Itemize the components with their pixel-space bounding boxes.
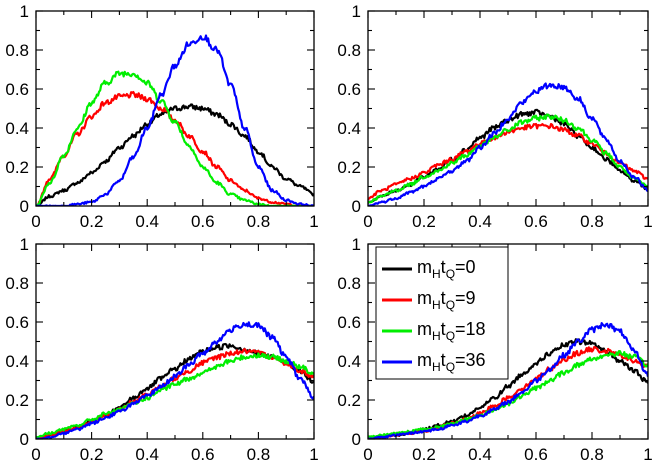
legend-label-subscript: H <box>432 298 441 312</box>
y-tick-label: 0.4 <box>337 352 361 371</box>
panel-1: 0 0.2 0.4 0.6 0.8 1 0 0.2 0.4 0.6 0.8 1 <box>5 2 318 231</box>
y-tick-label: 1 <box>352 235 361 254</box>
legend-label-part: =0 <box>455 257 476 277</box>
y-tick-label: 0.8 <box>337 41 361 60</box>
legend-label-subscript: Q <box>446 267 455 281</box>
y-tick-label: 0 <box>20 197 29 216</box>
y-tick-label: 0.6 <box>337 313 361 332</box>
x-tick-label: 0.2 <box>412 212 436 231</box>
legend-label-part: m <box>417 288 432 308</box>
y-tick-label: 0.6 <box>5 80 29 99</box>
y-tick-label: 1 <box>20 2 29 21</box>
y-tick-label: 1 <box>20 235 29 254</box>
legend-label-mHtQ-36: mHtQ=36 <box>417 350 486 374</box>
y-tick-label: 0.2 <box>337 158 361 177</box>
panel-frame <box>35 10 315 207</box>
x-tick-label: 0.8 <box>580 212 604 231</box>
y-tick-label: 0.4 <box>337 119 361 138</box>
series-line-mHtQ-36 <box>36 321 314 439</box>
legend-label-subscript: Q <box>446 298 455 312</box>
x-tick-label: 0 <box>363 212 372 231</box>
panel-4: 0 0.2 0.4 0.6 0.8 1 0 0.2 0.4 0.6 0.8 1 <box>337 235 652 464</box>
series-line-mHtQ-18 <box>36 352 314 439</box>
legend-label-subscript: H <box>432 329 441 343</box>
series-line-mHtQ-36 <box>36 34 314 206</box>
x-tick-label: 0.4 <box>135 212 159 231</box>
x-tick-label: 0.8 <box>247 445 271 464</box>
x-tick-label: 0.2 <box>80 445 104 464</box>
x-tick-label: 1 <box>309 212 318 231</box>
x-tick-label: 0.2 <box>80 212 104 231</box>
series-line-mHtQ-9 <box>368 122 648 201</box>
panel-3: 0 0.2 0.4 0.6 0.8 1 0 0.2 0.4 0.6 0.8 1 <box>5 235 318 464</box>
series-line-mHtQ-0 <box>368 108 648 204</box>
y-tick-label: 0.8 <box>5 41 29 60</box>
y-tick-label: 0.6 <box>337 80 361 99</box>
x-tick-label: 0.4 <box>468 445 492 464</box>
panel-series-group <box>368 322 648 439</box>
y-tick-label: 0 <box>20 430 29 449</box>
x-tick-label: 0 <box>363 445 372 464</box>
legend-label-part: t <box>441 319 446 339</box>
panel-frame <box>35 243 315 440</box>
series-line-mHtQ-0 <box>36 103 314 206</box>
legend-label-mHtQ-9: mHtQ=9 <box>417 288 476 312</box>
x-tick-label: 1 <box>309 445 318 464</box>
y-tick-label: 0.4 <box>5 119 29 138</box>
series-line-mHtQ-36 <box>368 322 648 439</box>
legend-label-part: t <box>441 288 446 308</box>
x-tick-label: 0.4 <box>135 445 159 464</box>
y-tick-label: 0 <box>352 430 361 449</box>
legend-label-mHtQ-18: mHtQ=18 <box>417 319 486 343</box>
legend-label-part: m <box>417 257 432 277</box>
panel-2: 0 0.2 0.4 0.6 0.8 1 0 0.2 0.4 0.6 0.8 1 <box>337 2 652 231</box>
y-tick-label: 0.4 <box>5 352 29 371</box>
panel-series-group <box>368 82 648 206</box>
x-tick-label: 0.6 <box>191 445 215 464</box>
legend-label-subscript: H <box>432 267 441 281</box>
x-tick-label: 1 <box>643 445 652 464</box>
x-tick-label: 0.8 <box>247 212 271 231</box>
y-tick-label: 0 <box>352 197 361 216</box>
x-tick-label: 0.4 <box>468 212 492 231</box>
x-tick-label: 0.8 <box>580 445 604 464</box>
y-tick-label: 0.8 <box>5 274 29 293</box>
series-line-mHtQ-18 <box>36 70 314 206</box>
x-tick-label: 0.2 <box>412 445 436 464</box>
series-line-mHtQ-36 <box>368 82 648 206</box>
y-tick-label: 1 <box>352 2 361 21</box>
x-tick-label: 1 <box>643 212 652 231</box>
panel-frame <box>367 10 649 207</box>
x-tick-label: 0.6 <box>524 445 548 464</box>
series-line-mHtQ-18 <box>368 113 648 204</box>
y-tick-label: 0.2 <box>5 391 29 410</box>
legend-label-part: t <box>441 350 446 370</box>
y-tick-label: 0.8 <box>337 274 361 293</box>
legend-label-part: m <box>417 350 432 370</box>
legend-label-part: =9 <box>455 288 476 308</box>
panel-series-group <box>36 34 314 206</box>
x-tick-label: 0 <box>31 445 40 464</box>
legend-label-part: m <box>417 319 432 339</box>
x-tick-label: 0.6 <box>191 212 215 231</box>
legend-label-subscript: Q <box>446 329 455 343</box>
series-line-mHtQ-9 <box>36 90 314 206</box>
panel-series-group <box>36 321 314 439</box>
y-tick-label: 0.2 <box>5 158 29 177</box>
legend-label-part: =18 <box>455 319 486 339</box>
legend-label-part: =36 <box>455 350 486 370</box>
y-tick-label: 0.6 <box>5 313 29 332</box>
legend-label-subscript: Q <box>446 360 455 374</box>
x-tick-label: 0 <box>31 212 40 231</box>
x-tick-label: 0.6 <box>524 212 548 231</box>
legend-label-mHtQ-0: mHtQ=0 <box>417 257 476 281</box>
legend-label-part: t <box>441 257 446 277</box>
legend-label-subscript: H <box>432 360 441 374</box>
y-tick-label: 0.2 <box>337 391 361 410</box>
